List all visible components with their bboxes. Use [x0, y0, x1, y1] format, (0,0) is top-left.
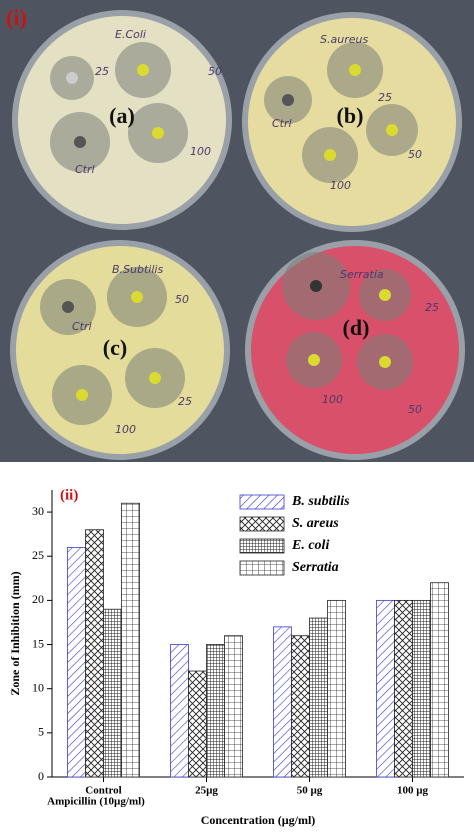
disc-label: 25: [378, 91, 392, 104]
disc: [62, 301, 74, 313]
legend-label: Serratia: [292, 560, 339, 575]
disc: [74, 136, 86, 148]
legend-label: S. areus: [292, 516, 339, 531]
dish-label: (d): [343, 315, 370, 340]
bar: [170, 644, 189, 778]
y-axis-label: Zone of Inhibition (mm): [8, 571, 22, 695]
y-tick-label: 5: [38, 725, 44, 739]
bar: [121, 502, 140, 778]
bar: [273, 626, 292, 778]
disc-label: 50: [408, 148, 422, 161]
photo: E.Coli (a) 25 50 100 Ctrl S.aureus (b) 25 50 100 Ct…: [10, 10, 465, 460]
legend-label: E. coli: [291, 538, 329, 553]
disc-label: 100: [190, 145, 211, 158]
y-tick-label: 25: [32, 548, 44, 562]
disc: [310, 280, 322, 292]
legend-swatch: [239, 538, 285, 554]
bar: [376, 599, 395, 778]
disc-label: 100: [330, 179, 351, 192]
disc-label: Ctrl: [272, 117, 292, 130]
y-tick-label: 0: [38, 769, 44, 783]
x-tick-label: 50 µg: [297, 785, 323, 797]
y-tick-label: 20: [32, 592, 44, 606]
bar: [206, 644, 225, 778]
bar: [224, 635, 243, 778]
bar: [85, 529, 104, 778]
y-tick-label: 30: [32, 504, 44, 518]
disc-label: Ctrl: [75, 163, 95, 176]
y-tick-label: 10: [32, 680, 44, 694]
annotation: Ampicillin (10µg/ml): [47, 796, 145, 808]
legend-label: B. subtilis: [291, 494, 350, 509]
bar: [327, 599, 346, 778]
disc: [349, 64, 361, 76]
dish-label: (a): [109, 103, 135, 128]
x-tick-label: Control: [85, 785, 121, 797]
disc-label: 100: [322, 393, 343, 406]
disc: [152, 127, 164, 139]
disc-label: 50: [175, 293, 189, 306]
agar: [248, 18, 456, 226]
dish-name: B.Subtilis: [112, 263, 163, 276]
disc-label: 25: [95, 65, 109, 78]
panel-label: (ii): [60, 487, 78, 503]
disc-label: 25: [178, 395, 192, 408]
dish-name: E.Coli: [115, 28, 146, 41]
bar: [291, 635, 310, 778]
photo-panel-label: (i): [6, 5, 27, 30]
bar: [188, 670, 207, 778]
bar: [430, 582, 449, 778]
disc: [282, 94, 294, 106]
dish-name: Serratia: [340, 268, 384, 281]
x-axis-label: Concentration (µg/ml): [201, 813, 316, 827]
bar: [412, 599, 431, 778]
disc: [76, 389, 88, 401]
legend-swatch: [239, 494, 285, 510]
x-tick-label: 25µg: [195, 785, 218, 797]
disc: [149, 372, 161, 384]
disc: [308, 354, 320, 366]
y-tick-label: 15: [32, 636, 44, 650]
disc-label: 50: [408, 403, 422, 416]
disc-label: 50: [208, 65, 222, 78]
disc: [324, 149, 336, 161]
disc: [131, 291, 143, 303]
disc: [379, 289, 391, 301]
legend-swatch: [239, 560, 285, 576]
legend-swatch: [239, 516, 285, 532]
dish-label: (c): [103, 335, 127, 360]
bar: [67, 547, 86, 778]
disc: [386, 124, 398, 136]
bar: [103, 608, 122, 778]
bar: [394, 599, 413, 778]
disc-label: 25: [425, 301, 439, 314]
disc-label: 100: [115, 423, 136, 436]
dish-name: S.aureus: [320, 33, 368, 46]
bar: [309, 617, 328, 778]
chart: 0 5 10 15 20 25 30 Control 25µg 50 µg 100 µg (ii) Am…: [8, 487, 464, 827]
disc-label: Ctrl: [72, 320, 92, 333]
disc: [66, 72, 78, 84]
disc: [379, 356, 391, 368]
x-tick-label: 100 µg: [397, 785, 429, 797]
dish-label: (b): [337, 103, 364, 128]
disc: [137, 64, 149, 76]
